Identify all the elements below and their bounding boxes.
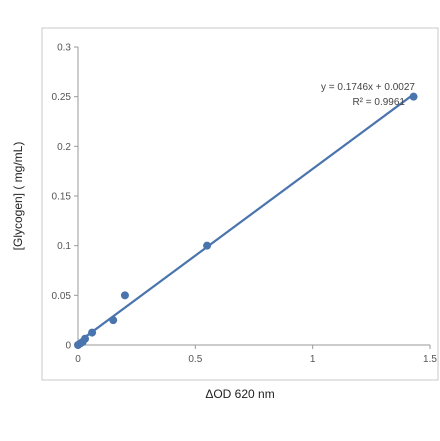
trendline-equation: y = 0.1746x + 0.0027 bbox=[321, 82, 415, 93]
y-tick-label: 0.15 bbox=[52, 192, 72, 203]
data-point bbox=[81, 334, 90, 343]
x-tick-label: 1 bbox=[310, 354, 316, 365]
y-tick-label: 0.2 bbox=[57, 142, 71, 153]
y-tick-label: 0.25 bbox=[52, 92, 72, 103]
x-tick-label: 0 bbox=[75, 354, 81, 365]
x-tick-label: 1.5 bbox=[423, 354, 437, 365]
data-point bbox=[88, 328, 97, 337]
data-points-layer bbox=[74, 92, 418, 349]
r-squared-label: R² = 0.9961 bbox=[352, 97, 405, 108]
data-point bbox=[120, 291, 129, 300]
y-tick-label: 0.3 bbox=[57, 43, 71, 54]
y-tick-label: 0 bbox=[65, 341, 71, 352]
x-axis-title: ΔOD 620 nm bbox=[205, 387, 274, 401]
chart-frame bbox=[41, 27, 439, 381]
linear-trendline bbox=[77, 93, 415, 344]
trendline-layer bbox=[77, 93, 415, 344]
data-point bbox=[409, 92, 418, 101]
axes: 0 0.05 0.1 0.15 0.2 0.25 0.3 0 0.5 1 1.5 bbox=[52, 43, 438, 366]
x-tick-label: 0.5 bbox=[188, 354, 202, 365]
data-point bbox=[109, 316, 118, 325]
y-axis-title: [Glycogen] ( mg/mL) bbox=[11, 142, 25, 251]
data-point bbox=[203, 241, 212, 250]
y-tick-label: 0.05 bbox=[52, 291, 72, 302]
y-tick-label: 0.1 bbox=[57, 241, 71, 252]
